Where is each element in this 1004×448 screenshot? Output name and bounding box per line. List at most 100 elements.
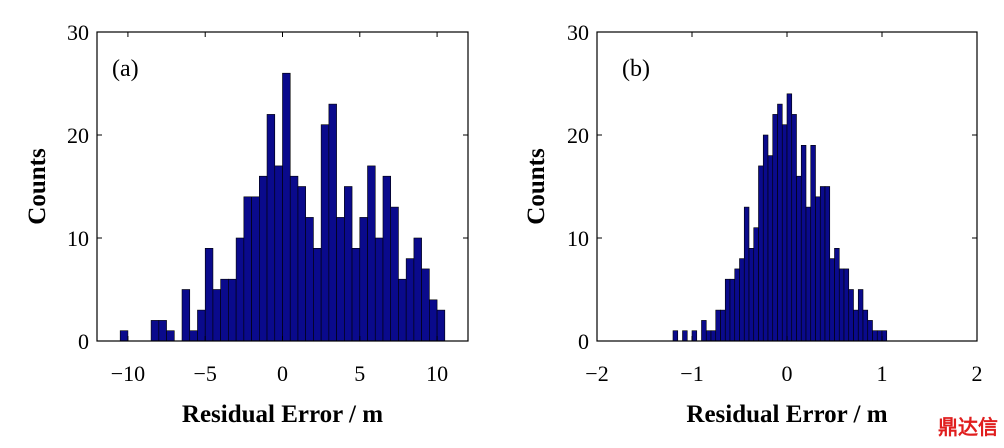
y-tick-label: 0 [78, 329, 89, 354]
histogram-bar [398, 278, 407, 342]
histogram-bar [838, 268, 845, 342]
histogram-bar [351, 248, 361, 342]
x-tick-label: −10 [111, 361, 145, 386]
histogram-bar [834, 248, 840, 342]
histogram-bar [305, 217, 314, 342]
y-tick-label: 20 [567, 123, 589, 148]
histogram-bar [876, 330, 883, 342]
histogram-bar [212, 289, 221, 342]
histogram-bar [720, 309, 726, 342]
histogram-bar [251, 196, 260, 342]
histogram-bar [810, 145, 816, 342]
histogram-bar [701, 320, 707, 342]
watermark-logo: 鼎达信 [938, 415, 998, 439]
histogram-bar [824, 186, 831, 342]
histogram-bar [274, 165, 283, 342]
histogram-bar [367, 165, 376, 342]
histogram-bar [781, 124, 788, 342]
histogram-bar [805, 206, 812, 342]
histogram-bar [197, 309, 206, 342]
histogram-bar [297, 186, 306, 342]
histogram-bar [243, 196, 252, 342]
histogram-bar [429, 299, 438, 342]
histogram-bar [359, 217, 368, 342]
histogram-bar [336, 217, 345, 342]
histogram-bar [791, 114, 797, 342]
histogram-bar [815, 196, 821, 342]
x-tick-label: −1 [680, 361, 703, 386]
x-tick-label: 0 [277, 361, 288, 386]
histogram-bar [282, 72, 291, 342]
histogram-bar [881, 330, 888, 342]
y-tick-label: 0 [578, 329, 589, 354]
panel-label: (b) [622, 56, 650, 82]
y-tick-label: 20 [67, 123, 89, 148]
x-axis-label: Residual Error / m [182, 401, 383, 428]
histogram-bar [235, 237, 245, 342]
histogram-bar [181, 289, 191, 342]
histogram-bar [189, 330, 198, 342]
histogram-bar [767, 155, 774, 342]
histogram-bar [862, 309, 869, 342]
x-tick-label: 0 [782, 361, 793, 386]
x-tick-label: 5 [354, 361, 365, 386]
histogram-bar [266, 114, 276, 342]
histogram-bar [119, 330, 129, 342]
histogram-bar [772, 114, 778, 342]
histogram-bar [313, 248, 322, 342]
histogram-bar [374, 237, 384, 342]
y-tick-label: 30 [567, 20, 589, 45]
histogram-bar [748, 248, 755, 342]
histogram-bar [436, 309, 446, 342]
histogram-bar [848, 289, 854, 342]
histogram-panel-a: −10 −5 0 5 10 0 10 20 30 (a) Residual Error / m Cou… [24, 20, 469, 428]
y-axis-label: Counts [24, 148, 51, 225]
y-tick-label: 10 [567, 226, 589, 251]
x-axis-label: Residual Error / m [686, 401, 887, 428]
histogram-bar [843, 268, 850, 342]
histogram-bar [220, 278, 229, 342]
histogram-bar [867, 320, 873, 342]
histogram-bar [743, 206, 750, 342]
x-tick-label: −2 [585, 361, 608, 386]
histogram-bar [344, 186, 353, 342]
panel-label: (a) [112, 56, 139, 82]
y-tick-label: 10 [67, 226, 89, 251]
histogram-bar [228, 278, 237, 342]
y-axis-label: Counts [523, 148, 550, 225]
histogram-bar [705, 330, 712, 342]
histogram-bar [328, 103, 337, 342]
histogram-bar [289, 175, 299, 342]
histogram-bar [390, 206, 399, 342]
histogram-bar [158, 320, 167, 342]
histogram-bar [413, 237, 422, 342]
histogram-bar [382, 175, 392, 342]
histogram-bar [758, 165, 764, 342]
histogram-bar [204, 248, 214, 342]
histogram-bar [753, 227, 759, 342]
histogram-bar [796, 175, 802, 342]
histogram-bar [166, 330, 175, 342]
histogram-bar [729, 278, 736, 342]
histogram-bar [405, 258, 415, 342]
x-tick-label: 1 [877, 361, 888, 386]
histogram-bar [691, 330, 698, 342]
histogram-bar [715, 309, 721, 342]
histogram-bar [259, 175, 268, 342]
histogram-bar [829, 258, 835, 342]
histogram-bar [872, 330, 878, 342]
histogram-bar [800, 145, 807, 342]
histogram-bar [320, 124, 330, 342]
histogram-bar [421, 268, 430, 342]
histogram-bar [762, 134, 769, 342]
histogram-bar [853, 309, 859, 342]
histogram-bar [777, 103, 783, 342]
histogram-bar [710, 330, 717, 342]
histogram-bar [734, 268, 740, 342]
x-tick-label: −5 [193, 361, 216, 386]
histogram-bar [786, 93, 793, 342]
x-tick-label: 10 [426, 361, 448, 386]
x-tick-label: 2 [972, 361, 983, 386]
